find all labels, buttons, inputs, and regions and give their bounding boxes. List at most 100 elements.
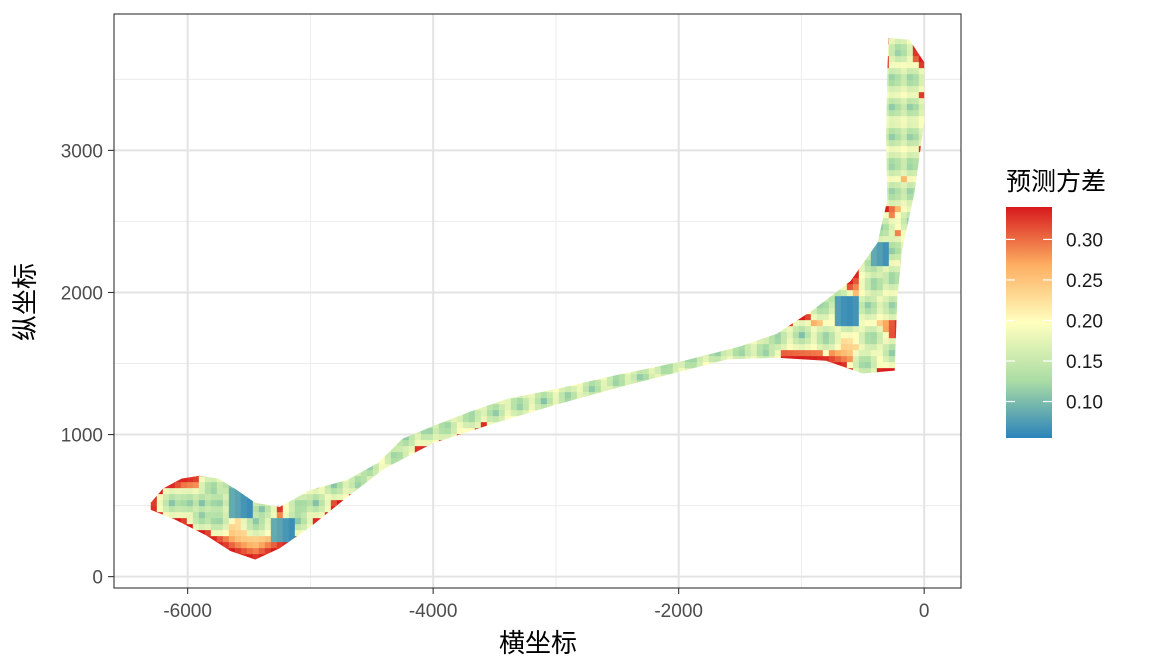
variance-cell <box>894 212 902 219</box>
variance-cell <box>888 164 896 171</box>
variance-cell <box>888 122 896 129</box>
variance-cell <box>918 80 925 87</box>
variance-cell <box>912 56 920 63</box>
variance-cell <box>894 104 902 111</box>
variance-cell <box>912 134 920 141</box>
variance-cell <box>888 248 896 255</box>
variance-cell <box>888 62 896 69</box>
variance-cell <box>894 164 902 171</box>
variance-cell <box>888 50 896 57</box>
variance-cell <box>912 98 920 105</box>
variance-cell <box>906 110 914 117</box>
variance-cell <box>882 230 890 237</box>
variance-cell <box>894 92 902 99</box>
variance-cell <box>894 38 902 45</box>
variance-cell <box>888 134 896 141</box>
variance-cell <box>888 86 896 93</box>
variance-cell <box>918 104 925 111</box>
variance-cell <box>906 122 914 129</box>
variance-cell <box>888 140 896 147</box>
variance-cell <box>888 206 896 213</box>
variance-cell <box>894 146 902 153</box>
variance-cell <box>906 158 914 165</box>
variance-cell <box>912 50 920 57</box>
variance-cell <box>894 80 902 87</box>
variance-cell <box>912 62 920 69</box>
variance-cell <box>888 236 896 243</box>
variance-cell <box>900 128 908 135</box>
variance-cell <box>912 110 920 117</box>
variance-cell <box>900 188 908 195</box>
variance-cell <box>888 254 896 261</box>
variance-cell <box>888 74 896 81</box>
variance-cell <box>894 218 902 225</box>
variance-cell <box>888 104 896 111</box>
variance-cell <box>912 122 920 129</box>
variance-cell <box>906 80 914 87</box>
variance-cell <box>894 242 902 249</box>
variance-cell <box>900 176 908 183</box>
variance-cell <box>894 206 902 213</box>
variance-cell <box>912 68 920 75</box>
variance-cell <box>894 140 902 147</box>
variance-cell <box>918 116 925 123</box>
variance-cell <box>900 110 908 117</box>
variance-cell <box>876 230 884 237</box>
variance-cell <box>912 128 920 135</box>
variance-cell <box>894 68 902 75</box>
variance-cell <box>900 170 908 177</box>
variance-cell <box>894 188 902 195</box>
variance-cell <box>894 86 902 93</box>
variance-cell <box>876 242 884 249</box>
variance-cell <box>906 74 914 81</box>
variance-cell <box>918 92 925 99</box>
variance-cell <box>900 98 908 105</box>
variance-cell <box>906 188 914 195</box>
variance-cell <box>888 242 896 249</box>
variance-cell <box>882 248 890 255</box>
variance-cell <box>894 44 902 51</box>
variance-cell <box>900 86 908 93</box>
variance-cell <box>888 176 896 183</box>
variance-cell <box>912 80 920 87</box>
variance-cell <box>912 170 920 177</box>
variance-cell <box>906 194 914 201</box>
variance-cell <box>870 248 878 255</box>
variance-cell <box>906 176 914 183</box>
variance-cell <box>882 218 890 225</box>
variance-cell <box>900 68 908 75</box>
variance-cell <box>876 248 884 255</box>
variance-cell <box>882 212 890 219</box>
variance-cell <box>888 152 896 159</box>
variance-cell <box>900 236 908 243</box>
variance-cell <box>918 86 925 93</box>
variance-cell <box>912 164 920 171</box>
variance-cell <box>912 86 920 93</box>
variance-cell <box>894 134 902 141</box>
variance-cell <box>918 56 925 63</box>
variance-cell <box>900 74 908 81</box>
variance-cell <box>900 50 908 57</box>
variance-cell <box>876 254 884 261</box>
variance-cell <box>912 74 920 81</box>
variance-cell <box>912 140 920 147</box>
variance-cell <box>894 122 902 129</box>
variance-cell <box>906 152 914 159</box>
variance-cell <box>900 92 908 99</box>
variance-cell <box>900 230 908 237</box>
variance-cell <box>918 134 925 141</box>
variance-cell <box>894 50 902 57</box>
variance-cell <box>918 74 925 81</box>
variance-cell <box>900 218 908 225</box>
variance-cell <box>918 98 925 105</box>
variance-cell <box>894 62 902 69</box>
variance-cell <box>894 110 902 117</box>
variance-cell <box>906 98 914 105</box>
variance-cell <box>912 92 920 99</box>
variance-cell <box>906 44 914 51</box>
variance-cell <box>918 110 925 117</box>
variance-cell <box>894 170 902 177</box>
variance-cell <box>888 92 896 99</box>
variance-cell <box>900 158 908 165</box>
